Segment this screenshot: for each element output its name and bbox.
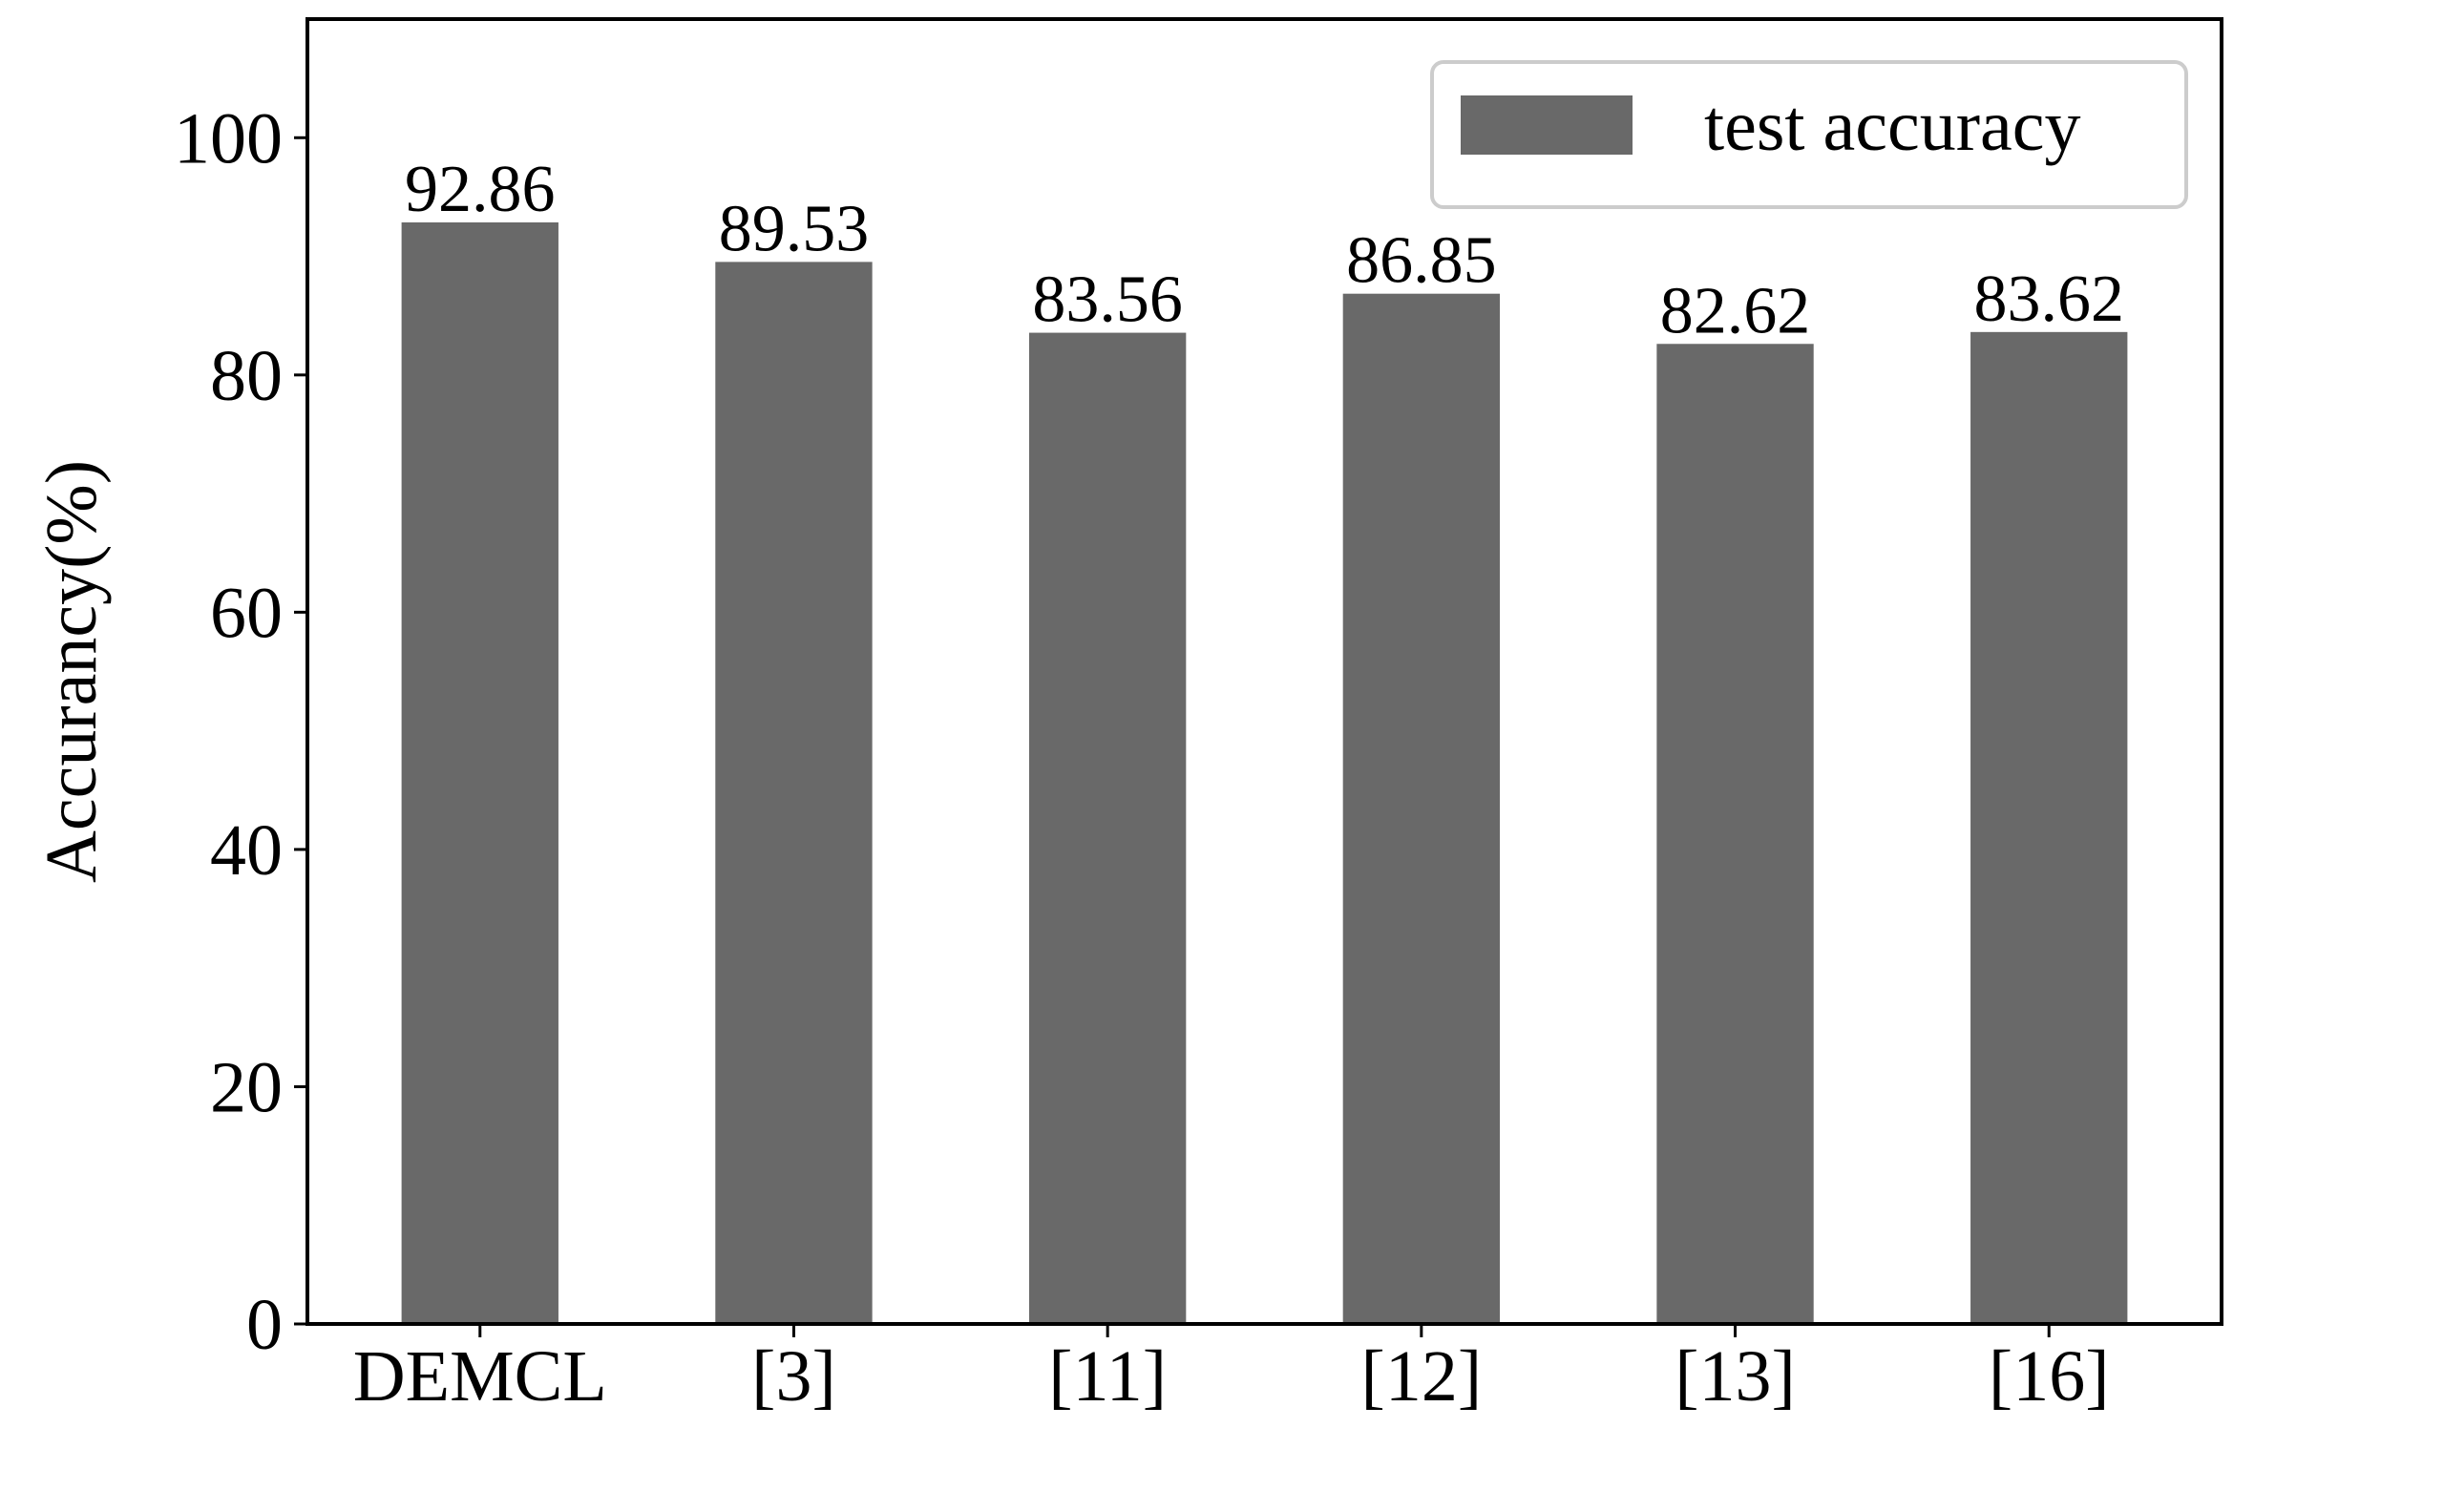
bar-label-4: 82.62 <box>1660 274 1811 347</box>
bar-1 <box>715 262 873 1325</box>
y-axis: 0 20 40 60 80 100 <box>174 98 307 1365</box>
y-tick-label-4: 80 <box>210 336 283 416</box>
bar-4 <box>1656 344 1814 1324</box>
bar-label-2: 83.56 <box>1032 263 1183 337</box>
x-tick-label-1: [3] <box>751 1336 836 1417</box>
y-tick-label-5: 100 <box>174 98 283 178</box>
bar-labels-group: 92.86 89.53 83.56 86.85 82.62 83.62 <box>405 153 2124 347</box>
bar-label-1: 89.53 <box>719 192 870 265</box>
x-axis: DEMCL [3] [11] [12] [13] [16] <box>353 1324 2110 1417</box>
bar-2 <box>1028 332 1187 1324</box>
bar-label-5: 83.62 <box>1973 262 2124 336</box>
bar-label-0: 92.86 <box>405 153 556 226</box>
bar-3 <box>1342 293 1501 1324</box>
legend-label: test accuracy <box>1704 86 2081 166</box>
y-tick-label-2: 40 <box>210 810 283 891</box>
bar-label-3: 86.85 <box>1346 224 1497 298</box>
x-tick-label-3: [12] <box>1361 1336 1483 1417</box>
bar-0 <box>401 222 558 1325</box>
x-tick-label-5: [16] <box>1989 1336 2110 1417</box>
y-tick-label-0: 0 <box>246 1285 283 1365</box>
y-axis-title: Accurancy(%) <box>32 460 112 883</box>
legend: test accuracy <box>1430 60 2188 209</box>
x-tick-label-4: [13] <box>1675 1336 1796 1417</box>
y-tick-label-1: 20 <box>210 1047 283 1127</box>
y-tick-label-3: 60 <box>210 573 283 653</box>
plot-frame <box>306 17 2223 1326</box>
legend-swatch <box>1461 95 1633 155</box>
bar-5 <box>1970 331 2128 1325</box>
x-tick-label-0: DEMCL <box>353 1336 607 1417</box>
bars-group <box>401 222 2128 1325</box>
x-tick-label-2: [11] <box>1048 1336 1167 1417</box>
